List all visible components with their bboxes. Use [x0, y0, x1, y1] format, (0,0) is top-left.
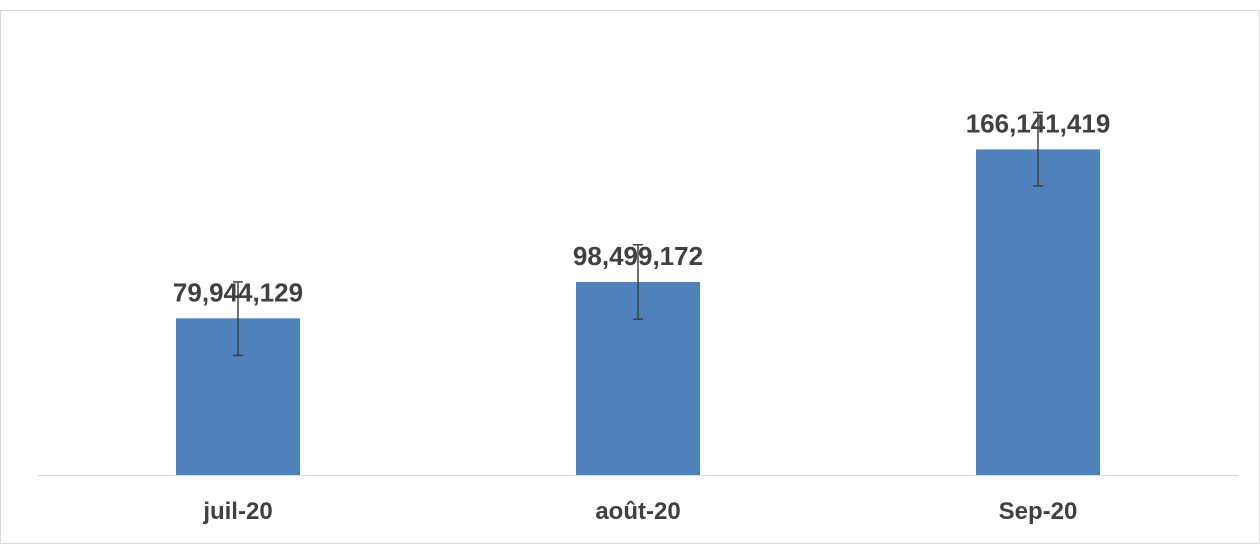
x-tick-labels-layer: juil-20 août-20 Sep-20 [202, 498, 1077, 525]
x-tick-label: Sep-20 [999, 498, 1078, 525]
x-tick-label: août-20 [595, 498, 680, 525]
data-label: 98,499,172 [573, 241, 703, 271]
data-label: 79,944,129 [173, 277, 303, 307]
data-label: 166,141,419 [966, 108, 1111, 138]
data-labels-layer: 79,944,129 98,499,172 166,141,419 [173, 108, 1110, 307]
x-tick-label: juil-20 [202, 498, 272, 525]
error-bars-layer [233, 111, 1043, 357]
bar [976, 149, 1100, 475]
